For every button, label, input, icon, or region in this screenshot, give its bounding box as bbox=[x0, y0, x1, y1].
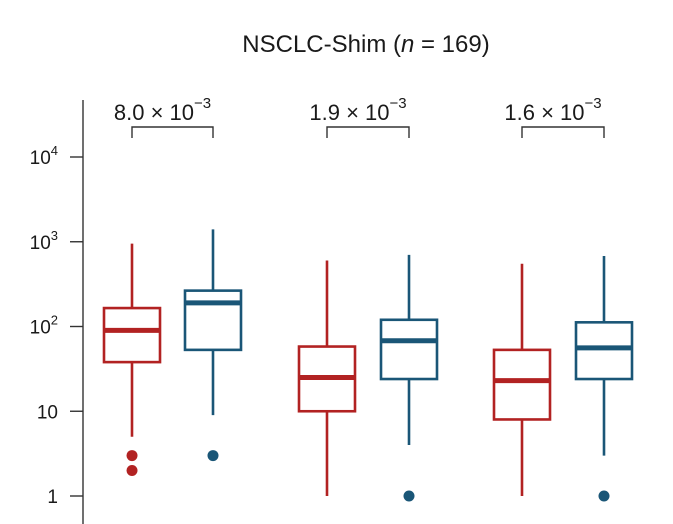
box-body-2-1 bbox=[574, 321, 634, 381]
box-body-0-1 bbox=[183, 289, 243, 352]
box-0-0 bbox=[102, 243, 162, 476]
y-tick-label-4: 104 bbox=[30, 143, 58, 169]
pvalue-label-0: 8.0 × 10−3 bbox=[114, 95, 211, 125]
box-2-1 bbox=[574, 255, 634, 502]
bracket-2 bbox=[521, 126, 605, 138]
y-axis-ticks: 1 10 102 103 104 bbox=[30, 143, 83, 508]
box-1-0 bbox=[297, 260, 357, 496]
boxes bbox=[102, 229, 634, 502]
y-tick-label-2: 102 bbox=[30, 313, 58, 339]
box-body-2-0 bbox=[492, 348, 552, 421]
y-tick-label-1: 10 bbox=[37, 402, 58, 423]
outlier-0-1-0 bbox=[207, 450, 219, 462]
chart-title: NSCLC-Shim (n = 169) bbox=[242, 31, 489, 58]
box-0-1 bbox=[183, 229, 243, 462]
pvalue-label-2: 1.6 × 10−3 bbox=[504, 95, 601, 125]
box-body-1-1 bbox=[379, 318, 439, 381]
outlier-0-0-0 bbox=[126, 450, 138, 462]
pvalue-label-1: 1.9 × 10−3 bbox=[309, 95, 406, 125]
box-2-0 bbox=[492, 263, 552, 496]
pvalue-brackets: 8.0 × 10−3 1.9 × 10−3 1.6 × 10−3 bbox=[114, 95, 605, 138]
box-body-0-0 bbox=[102, 306, 162, 364]
outlier-1-1-0 bbox=[403, 490, 415, 502]
bracket-0 bbox=[131, 126, 214, 138]
box-1-1 bbox=[379, 254, 439, 502]
outlier-2-1-0 bbox=[598, 490, 610, 502]
bracket-1 bbox=[326, 126, 410, 138]
outlier-0-0-1 bbox=[126, 464, 138, 476]
y-tick-label-0: 1 bbox=[47, 487, 58, 508]
y-tick-label-3: 103 bbox=[30, 228, 58, 254]
